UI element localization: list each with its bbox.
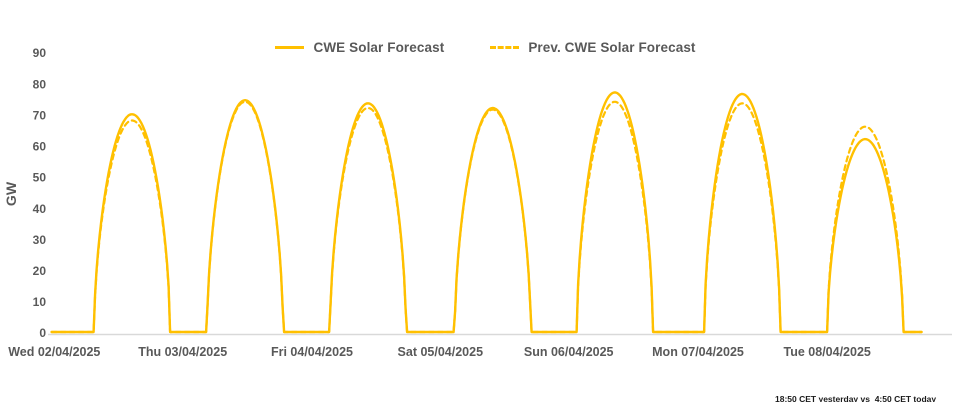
x-tick-label: Tue 08/04/2025 (784, 345, 871, 359)
chart-legend: CWE Solar Forecast Prev. CWE Solar Forec… (0, 36, 971, 58)
y-tick-label: 40 (33, 202, 47, 216)
y-tick-label: 70 (33, 108, 47, 122)
y-tick-label: 90 (33, 46, 47, 60)
x-tick-label: Wed 02/04/2025 (8, 345, 100, 359)
footnote-timestamps: 18:50 CET yesterday vs 4:50 CET today (775, 394, 937, 402)
y-tick-label: 30 (33, 233, 47, 247)
legend-item-previous-forecast: Prev. CWE Solar Forecast (490, 40, 695, 55)
y-tick-label: 50 (33, 171, 47, 185)
dashed-line-swatch-icon (490, 45, 520, 49)
chart-footnote: 18:50 CET yesterday vs 4:50 CET today So… (775, 372, 936, 402)
x-tick-label: Sat 05/04/2025 (398, 345, 484, 359)
x-tick-label: Mon 07/04/2025 (652, 345, 744, 359)
y-tick-label: 60 (33, 140, 47, 154)
y-tick-label: 0 (39, 326, 46, 340)
y-axis-title: GW (3, 181, 19, 207)
legend-label: CWE Solar Forecast (313, 39, 445, 55)
y-tick-label: 10 (33, 295, 47, 309)
x-tick-label: Fri 04/04/2025 (271, 345, 353, 359)
x-tick-label: Thu 03/04/2025 (138, 345, 227, 359)
legend-label: Prev. CWE Solar Forecast (528, 39, 696, 55)
solid-line-swatch-icon (275, 45, 305, 49)
y-tick-label: 80 (33, 77, 47, 91)
y-tick-label: 20 (33, 264, 47, 278)
x-tick-label: Sun 06/04/2025 (524, 345, 614, 359)
legend-item-current-forecast: CWE Solar Forecast (275, 40, 444, 55)
series-line-prev-forecast (50, 100, 923, 334)
series-line-current-forecast (50, 91, 923, 334)
